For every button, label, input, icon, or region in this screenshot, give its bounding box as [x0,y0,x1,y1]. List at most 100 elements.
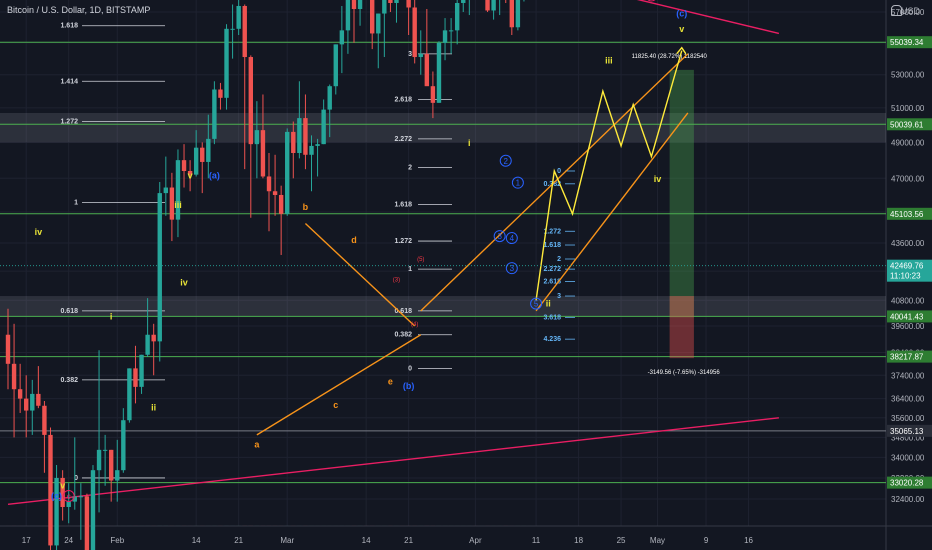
candle-body [309,145,314,155]
candle-body [272,191,278,195]
wave-label: e [388,377,393,387]
circled-wave-label: 3 [510,264,515,273]
candle-body [60,477,65,507]
fib-right-label: 2.272 [543,266,561,273]
x-tick-label: May [650,536,665,545]
candle-body [412,7,417,58]
fib-mid-label: 2 [408,164,412,171]
candle-body [303,118,308,155]
candle-body [218,89,223,98]
candle-body [66,501,71,507]
circled-wave-marker [493,230,506,243]
candle-body [321,109,326,145]
y-tick-label: 43600.00 [891,239,925,248]
x-tick-label: 21 [404,536,413,545]
trendline [256,334,422,436]
candle-body [181,160,187,171]
fib-left-label: 1 [74,199,78,206]
trendline [304,222,416,327]
wave-label: c [333,400,338,410]
wave-label: (a) [209,170,220,180]
price-level-label: 35065.13 [890,427,924,436]
candle-body [108,449,114,481]
wave-label: v [60,480,65,490]
wave-label: i [468,138,471,148]
x-tick-label: 9 [704,536,709,545]
wave-label: v [679,24,684,34]
fib-right-label: 1.272 [543,228,561,235]
candle-body [461,0,466,3]
measure-up-label: 11825.40 (28.72%) 1182540 [632,54,708,60]
circled-wave-label: 5 [534,300,539,309]
candle-body [357,0,363,9]
candle-body [394,0,399,3]
currency-label[interactable]: USD [900,6,920,16]
candle-body [266,176,272,192]
fib-left-label: 1.618 [60,23,78,30]
candle-body [454,2,460,31]
fib-left-label: 1.414 [60,78,78,85]
candle-body [382,0,387,14]
y-tick-label: 34000.00 [891,453,925,462]
trendline [420,53,689,312]
candle-body [163,187,169,194]
candle-body [157,193,162,342]
measure-down-label: -3149.56 (-7.65%) -314956 [648,370,721,376]
symbol-title: Bitcoin / U.S. Dollar, 1D, BITSTAMP [7,5,151,15]
candle-body [224,28,229,98]
price-level-tag [887,310,932,323]
wave-label: ii [151,403,156,413]
circled-wave-marker [511,176,524,189]
x-tick-label: Mar [280,536,294,545]
y-tick-label: 53000.00 [891,71,925,80]
candle-body [42,405,47,435]
candle-body [230,28,235,30]
candle-body [351,0,357,9]
price-level-label: 45103.56 [890,210,924,219]
candle-body [206,138,211,162]
x-tick-label: Feb [110,536,124,545]
wave-label: (b) [403,381,415,391]
wave-label: b [303,202,309,212]
fib-left-label: 0.382 [60,377,78,384]
candle-body [436,42,442,103]
candle-body [376,13,381,34]
alert-bell-icon[interactable] [891,5,902,16]
candle-body [212,89,217,139]
candle-body [509,0,515,28]
fib-mid-label: 0 [408,365,412,372]
trendline [7,417,779,506]
x-tick-label: 14 [362,536,371,545]
candle-body [418,53,423,58]
wave-label: iii [174,200,182,210]
candle-body [345,0,351,31]
sub-wave-label: (4) [411,322,418,328]
projection-arrowhead [676,46,687,55]
x-tick-label: 21 [234,536,243,545]
y-tick-label: 37400.00 [891,371,925,380]
price-level-label: 55039.34 [890,38,924,47]
x-tick-label: Apr [469,536,482,545]
wave-label: iv [35,227,43,237]
price-level-tag [887,36,932,49]
circled-wave-label: d [649,0,653,1]
trendline [535,112,689,312]
fib-mid-label: 1.272 [394,238,412,245]
y-tick-label: 51000.00 [891,104,925,113]
fib-right-label: 2.618 [543,278,561,285]
candle-body [285,131,290,214]
y-tick-label: 35600.00 [891,414,925,423]
candle-body [278,194,284,214]
wave-label: a [254,439,260,449]
fib-left-label: 1.272 [60,119,78,126]
x-tick-label: 14 [192,536,201,545]
circled-wave-marker [505,262,518,275]
support-zone [0,296,886,317]
candle-body [133,368,138,387]
price-level-tag [887,350,932,363]
fib-right-label: 2 [557,256,561,263]
candle-body [236,5,241,29]
candle-body [145,334,150,355]
